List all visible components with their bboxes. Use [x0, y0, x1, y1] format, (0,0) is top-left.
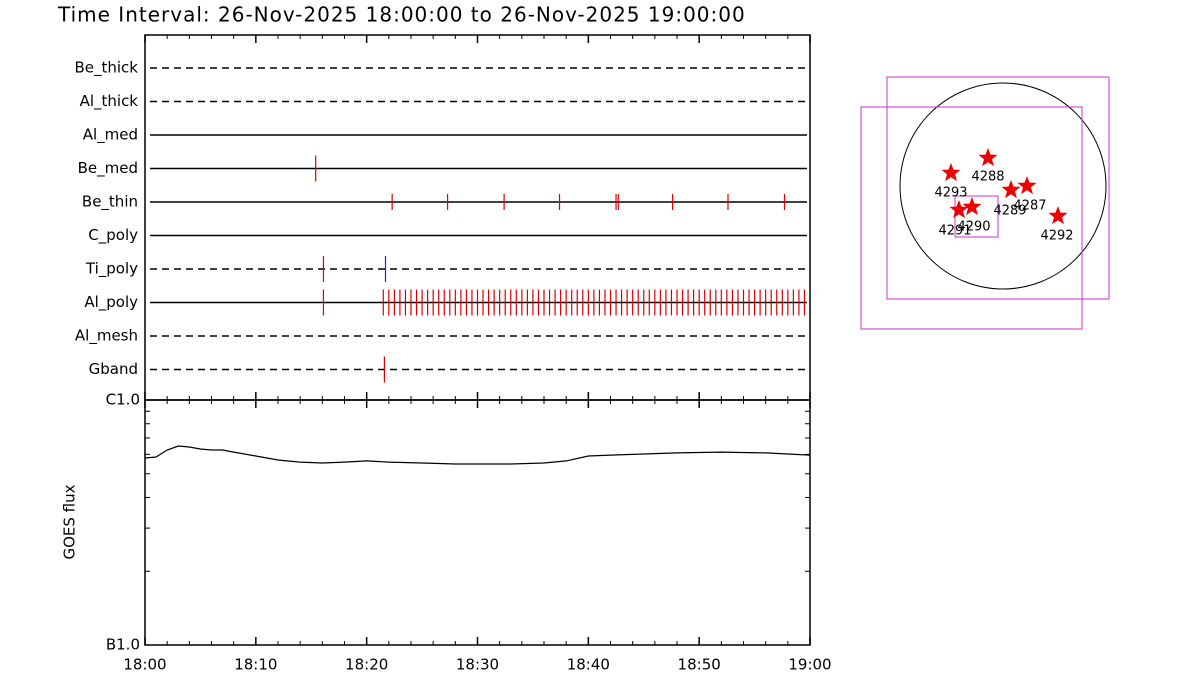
- region-star: [1001, 180, 1021, 199]
- goes-curve: [144, 445, 811, 465]
- row-label: Ti_poly: [85, 260, 138, 279]
- row-label: C_poly: [88, 226, 138, 245]
- x-tick-label: 18:50: [678, 656, 721, 674]
- region-star: [1048, 206, 1068, 225]
- region-star: [941, 163, 961, 182]
- y-tick-label: B1.0: [106, 636, 140, 654]
- row-label: Gband: [89, 360, 138, 378]
- row-label: Al_mesh: [75, 327, 138, 346]
- region-label: 4292: [1040, 229, 1073, 244]
- region-star: [978, 148, 998, 167]
- region-label: 4293: [934, 186, 967, 201]
- row-label: Al_thick: [80, 92, 139, 111]
- region-label: 4291: [938, 224, 971, 239]
- solar-disk: [899, 82, 1107, 290]
- region-label: 4287: [1013, 199, 1046, 214]
- x-tick-label: 18:20: [345, 656, 388, 674]
- y-tick-label: C1.0: [106, 391, 140, 409]
- region-star: [962, 197, 982, 216]
- x-tick-label: 19:00: [788, 656, 831, 674]
- row-label: Be_thick: [74, 59, 138, 78]
- region-label: 4290: [957, 220, 990, 235]
- region-label: 4288: [971, 170, 1004, 185]
- region-star: [1017, 176, 1037, 195]
- x-tick-label: 18:00: [123, 656, 166, 674]
- region-label: 4289: [993, 204, 1026, 219]
- row-label: Be_thin: [82, 193, 138, 212]
- y-axis-label: GOES flux: [61, 484, 79, 559]
- filter-panel: [144, 34, 811, 401]
- region-star: [949, 200, 969, 219]
- fov-box: [886, 76, 1110, 300]
- title: Time Interval: 26-Nov-2025 18:00:00 to 2…: [57, 3, 746, 27]
- x-tick-label: 18:10: [234, 656, 277, 674]
- x-tick-label: 18:40: [567, 656, 610, 674]
- fov-box: [860, 106, 1083, 330]
- row-label: Al_poly: [84, 293, 138, 312]
- goes-panel: [144, 399, 811, 646]
- x-tick-label: 18:30: [456, 656, 499, 674]
- row-label: Be_med: [78, 159, 138, 178]
- row-label: Al_med: [83, 126, 138, 145]
